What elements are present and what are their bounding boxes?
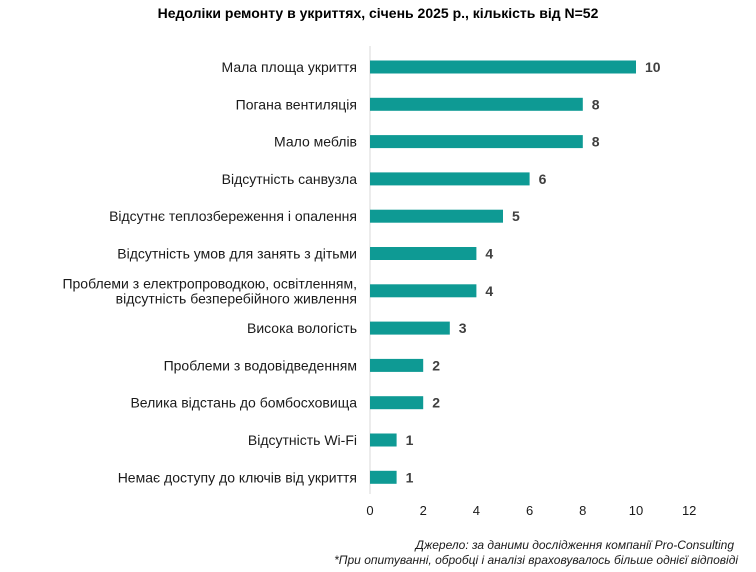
bar — [370, 321, 450, 335]
data-label: 2 — [432, 357, 440, 373]
category-label: Велика відстань до бомбосховища — [130, 395, 357, 411]
bar — [370, 209, 503, 223]
footnote: *При опитуванні, обробці і аналізі врахо… — [334, 553, 738, 567]
category-label: Відсутність Wi-Fi — [248, 432, 357, 448]
bar — [370, 135, 583, 149]
category-label: Мало меблів — [274, 134, 357, 150]
x-tick-label: 0 — [366, 503, 373, 518]
data-label: 10 — [645, 59, 661, 75]
x-tick-label: 12 — [682, 503, 696, 518]
bar — [370, 470, 397, 484]
x-tick-label: 8 — [579, 503, 586, 518]
bar — [370, 433, 397, 447]
source-note: Джерело: за даними дослідження компанії … — [415, 538, 734, 552]
bar — [370, 284, 477, 298]
data-label: 3 — [459, 320, 467, 336]
x-tick-label: 10 — [629, 503, 643, 518]
category-label: Відсутність умов для занять з дітьми — [117, 246, 357, 262]
chart-title: Недоліки ремонту в укриттях, січень 2025… — [157, 5, 599, 21]
bar — [370, 396, 424, 410]
data-label: 5 — [512, 208, 520, 224]
category-label: Висока вологість — [247, 320, 357, 336]
x-tick-label: 6 — [526, 503, 533, 518]
category-label: Погана вентиляція — [236, 96, 357, 112]
bar — [370, 97, 583, 111]
bar — [370, 172, 530, 186]
category-label: Відсутність санвузла — [222, 171, 358, 187]
data-label: 1 — [406, 469, 414, 485]
category-label: Відсутнє теплозбереження і опалення — [109, 208, 357, 224]
category-label: Мала площа укриття — [222, 59, 357, 75]
data-label: 6 — [539, 171, 547, 187]
category-label: Проблеми з електропроводкою, освітленням… — [62, 275, 357, 306]
data-label: 8 — [592, 96, 600, 112]
category-label: Проблеми з водовідведенням — [164, 357, 357, 373]
data-label: 8 — [592, 134, 600, 150]
bar — [370, 247, 477, 260]
bar — [370, 358, 424, 372]
data-label: 2 — [432, 395, 440, 411]
bar — [370, 60, 636, 74]
data-label: 4 — [485, 246, 493, 262]
data-label: 4 — [485, 283, 493, 299]
data-label: 1 — [406, 432, 414, 448]
x-tick-label: 2 — [420, 503, 427, 518]
x-tick-label: 4 — [473, 503, 480, 518]
category-label: Немає доступу до ключів від укриття — [118, 469, 357, 485]
